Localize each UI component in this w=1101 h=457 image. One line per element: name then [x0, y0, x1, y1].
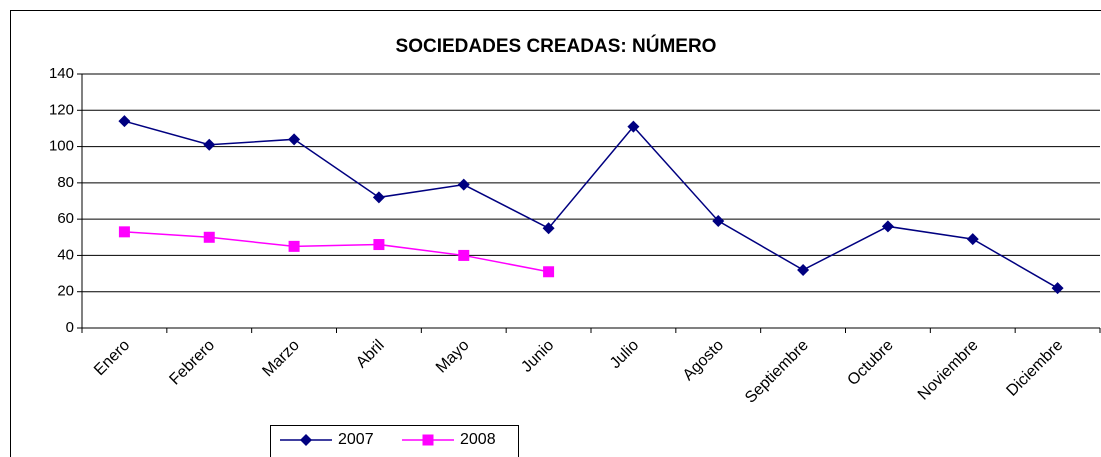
marker: [118, 226, 130, 238]
marker: [118, 115, 131, 128]
marker: [458, 249, 470, 261]
legend-label: 2007: [338, 431, 374, 448]
y-tick-label: 120: [49, 101, 74, 118]
y-tick-label: 60: [57, 210, 74, 227]
marker: [203, 138, 216, 151]
series-line: [124, 231, 549, 273]
marker: [797, 263, 810, 276]
y-tick-label: 140: [49, 65, 74, 82]
legend-box: [270, 425, 519, 457]
y-tick-label: 100: [49, 138, 74, 155]
marker: [422, 434, 434, 446]
marker: [712, 214, 725, 227]
y-tick-label: 20: [57, 283, 74, 300]
marker: [300, 434, 312, 446]
y-tick-label: 40: [57, 246, 74, 263]
marker: [542, 222, 555, 235]
marker: [288, 133, 301, 146]
marker: [627, 120, 640, 133]
y-tick-label: 0: [66, 319, 74, 336]
marker: [457, 178, 470, 191]
marker: [966, 233, 979, 246]
marker: [372, 191, 385, 204]
marker: [203, 231, 215, 243]
marker: [373, 239, 385, 251]
marker: [1051, 282, 1064, 295]
y-tick-label: 80: [57, 174, 74, 191]
legend-label: 2008: [460, 431, 496, 448]
marker: [881, 220, 894, 233]
marker: [543, 266, 555, 278]
marker: [288, 240, 300, 252]
chart-title: SOCIEDADES CREADAS: NÚMERO: [396, 35, 717, 57]
chart-border: [10, 10, 1101, 457]
series-line: [124, 120, 1058, 289]
